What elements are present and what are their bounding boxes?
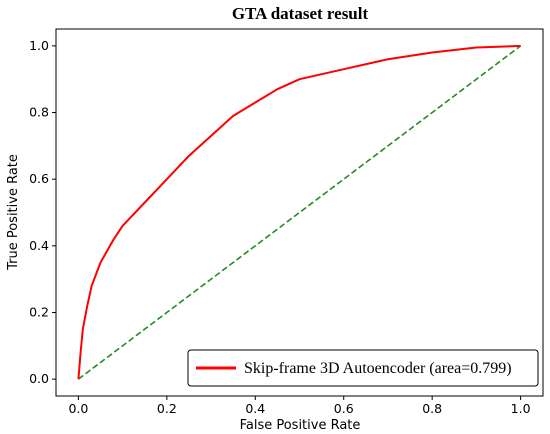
chart-title: GTA dataset result	[232, 4, 369, 23]
roc-curve-line	[77, 44, 521, 380]
legend: Skip-frame 3D Autoencoder (area=0.799)	[187, 349, 539, 387]
y-tick-label: 0.2	[29, 304, 49, 319]
y-tick-label: 0.6	[29, 171, 49, 186]
y-tick-label: 0.4	[29, 238, 49, 253]
x-tick-label: 1.0	[511, 401, 531, 416]
chance-diagonal-line	[77, 45, 522, 380]
legend-label: Skip-frame 3D Autoencoder (area=0.799)	[244, 360, 512, 377]
y-tick-label: 1.0	[29, 38, 49, 53]
x-axis-label: False Positive Rate	[240, 418, 361, 433]
x-tick-label: 0.4	[245, 401, 265, 416]
x-tick-label: 0.2	[157, 401, 177, 416]
legend-box	[187, 349, 539, 387]
x-tick-label: 0.6	[334, 401, 354, 416]
y-axis-label: True Positive Rate	[6, 154, 21, 271]
y-tick-label: 0.8	[29, 105, 49, 120]
plot-frame	[55, 28, 544, 397]
series-layer	[77, 44, 522, 380]
x-tick-label: 0.8	[422, 401, 442, 416]
axis-ticks: 0.0 0.2 0.4 0.6 0.8 1.0 0.0 0.2 0.4 0.6 0.8 1.0	[29, 38, 530, 416]
x-tick-label: 0.0	[68, 401, 88, 416]
y-tick-label: 0.0	[29, 371, 49, 386]
